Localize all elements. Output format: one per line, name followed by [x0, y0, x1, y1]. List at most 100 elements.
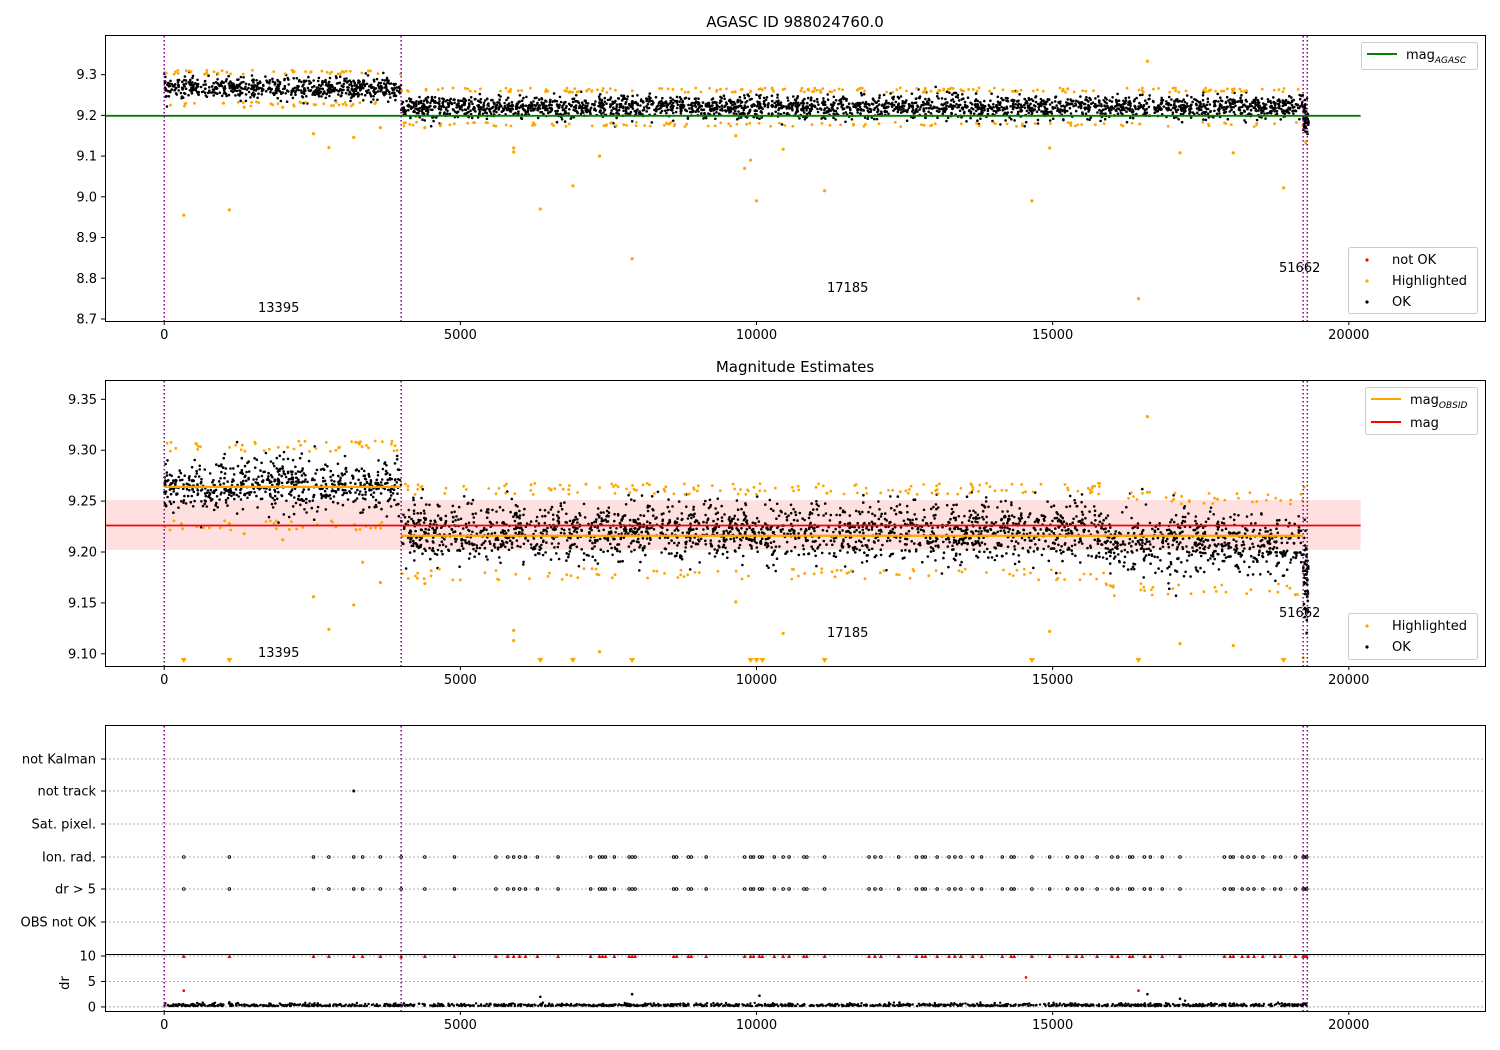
- ok-point: [602, 550, 605, 554]
- ok-point: [388, 497, 392, 500]
- highlighted-point: [988, 89, 992, 93]
- ok-point: [615, 105, 618, 108]
- ok-point: [190, 91, 194, 95]
- ok-point: [896, 110, 900, 114]
- ok-point: [1298, 106, 1301, 110]
- ok-point: [1288, 94, 1291, 98]
- ok-point: [278, 90, 282, 93]
- ok-point: [1115, 99, 1118, 103]
- ok-point: [616, 97, 620, 100]
- ok-point: [837, 102, 840, 106]
- highlighted-point: [577, 90, 581, 93]
- ok-point: [993, 546, 996, 549]
- ok-point: [1026, 101, 1029, 105]
- ok-point: [723, 97, 726, 100]
- ok-point: [527, 107, 530, 111]
- ok-point: [418, 95, 421, 99]
- ok-point: [550, 108, 554, 112]
- ok-point: [297, 494, 301, 498]
- ok-point: [798, 117, 801, 120]
- ok-point: [776, 526, 779, 530]
- panel1-legend-lower: not OK Highlighted OK: [1348, 247, 1478, 314]
- highlighted-point: [330, 104, 333, 107]
- ok-point: [980, 110, 983, 114]
- ok-point: [875, 532, 878, 536]
- ok-point: [243, 87, 247, 91]
- ok-point: [490, 98, 493, 102]
- highlighted-point: [625, 123, 628, 127]
- highlighted-point: [565, 86, 569, 90]
- ok-point: [192, 490, 196, 494]
- ok-point: [863, 551, 866, 554]
- ok-point: [729, 106, 733, 110]
- ok-point: [497, 101, 501, 104]
- ok-point: [1117, 99, 1121, 102]
- ok-point: [995, 103, 998, 107]
- ok-point: [173, 84, 176, 88]
- highlighted-point: [1252, 125, 1256, 128]
- ok-point: [212, 81, 215, 85]
- ok-point: [826, 111, 829, 114]
- ok-point: [1055, 516, 1059, 520]
- ok-point: [862, 92, 866, 96]
- ok-point: [357, 478, 360, 482]
- ok-point: [955, 102, 958, 106]
- ok-point: [605, 102, 608, 105]
- ok-point: [179, 91, 183, 95]
- highlighted-point: [538, 207, 542, 211]
- ok-point: [1016, 110, 1020, 114]
- ok-point: [341, 503, 345, 507]
- highlighted-point: [1048, 146, 1052, 150]
- ok-point: [446, 98, 449, 102]
- ok-point: [340, 94, 343, 97]
- ok-point: [513, 519, 517, 523]
- ok-point: [590, 528, 593, 532]
- ok-point: [932, 105, 936, 109]
- ok-point: [711, 101, 715, 104]
- ok-point: [1122, 106, 1125, 110]
- ok-point: [1065, 101, 1068, 104]
- ok-point: [357, 469, 361, 473]
- ok-point: [388, 90, 391, 94]
- ok-point: [945, 90, 949, 94]
- ok-point: [226, 480, 229, 483]
- ok-point: [345, 77, 348, 80]
- ok-point: [1208, 103, 1212, 106]
- highlighted-point: [250, 101, 254, 104]
- ok-point: [593, 102, 596, 106]
- ok-point: [916, 110, 919, 113]
- ok-point: [323, 489, 327, 493]
- ok-point: [626, 112, 630, 115]
- ok-point: [477, 108, 481, 111]
- ok-point: [726, 556, 729, 560]
- ok-point: [829, 109, 833, 112]
- ok-point: [555, 103, 559, 106]
- highlighted-point: [354, 528, 358, 531]
- ok-point: [1116, 112, 1120, 115]
- ok-point: [203, 468, 207, 471]
- highlighted-point: [439, 124, 442, 128]
- ok-point: [282, 513, 286, 516]
- ok-point: [603, 108, 607, 112]
- ok-point: [442, 111, 446, 115]
- highlighted-point: [494, 124, 498, 128]
- ok-point: [567, 536, 570, 539]
- ok-point: [787, 104, 790, 108]
- ok-point: [1294, 109, 1298, 113]
- ok-point: [1202, 102, 1205, 106]
- ok-point: [485, 516, 489, 519]
- ok-point: [509, 104, 512, 108]
- ok-point: [1079, 106, 1083, 110]
- highlighted-point: [334, 100, 338, 104]
- ok-point: [648, 92, 652, 95]
- ok-point: [936, 116, 939, 119]
- ok-point: [506, 106, 510, 109]
- highlighted-point: [933, 122, 937, 126]
- ok-point: [1103, 104, 1106, 107]
- ok-point: [683, 550, 687, 553]
- ok-point: [388, 92, 392, 96]
- ok-point: [924, 116, 927, 119]
- ok-point: [530, 102, 534, 106]
- ok-point: [1040, 110, 1043, 113]
- ok-point: [684, 542, 688, 546]
